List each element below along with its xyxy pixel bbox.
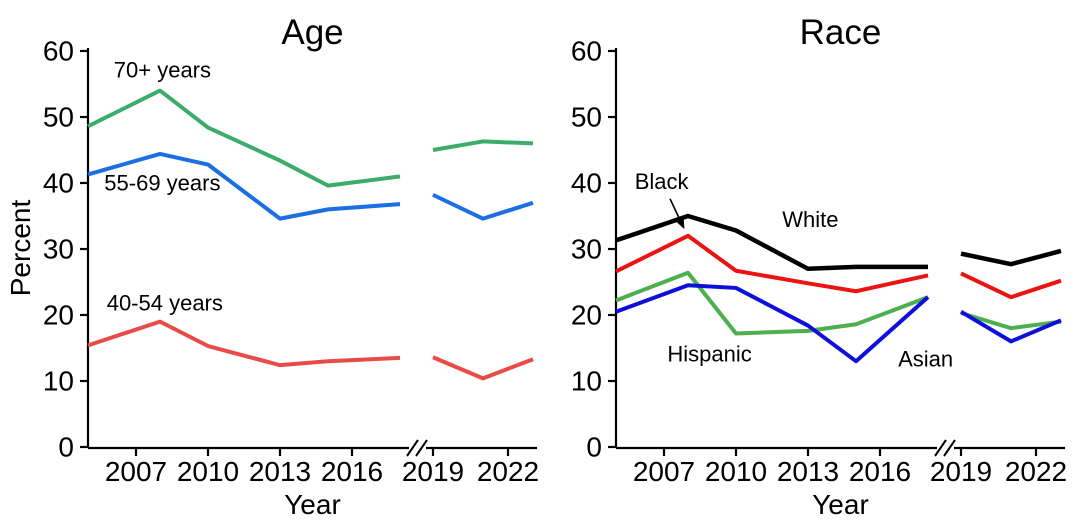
race-line-asian-post-break	[959, 309, 1062, 344]
age-panel-title: Age	[281, 13, 343, 52]
age-x-tick-label-2019: 2019	[402, 456, 464, 487]
race-y-tick-label-50: 50	[571, 102, 602, 133]
age-y-tick-label-0: 0	[58, 432, 74, 463]
race-x-axis-label: Year	[812, 489, 869, 520]
race-line-white-post-break	[960, 248, 1062, 267]
race-y-tick-label-20: 20	[571, 300, 602, 331]
age-panel: 0 10 20 30 40 50 60 2007 2010 2013 2016 2019 2022 70+…	[5, 13, 539, 520]
age-axis-break-icon	[415, 439, 428, 457]
race-annotation-arrow-line	[669, 198, 683, 224]
race-x-tick-label-2016: 2016	[849, 456, 911, 487]
age-y-tick-label-20: 20	[43, 300, 74, 331]
race-y-tick-label-0: 0	[586, 432, 602, 463]
race-y-tick-label-10: 10	[571, 366, 602, 397]
race-x-tick-label-2010: 2010	[705, 456, 767, 487]
race-axis-break-icon	[934, 439, 947, 457]
race-y-tick-label-60: 60	[571, 36, 602, 67]
age-x-tick-label-2010: 2010	[177, 456, 239, 487]
age-y-tick-label-30: 30	[43, 234, 74, 265]
race-annotation-arrowhead-icon	[676, 218, 685, 230]
age-annotation-55-69-years: 55-69 years	[104, 171, 220, 196]
race-x-tick-label-2007: 2007	[633, 456, 695, 487]
race-x-tick-label-2013: 2013	[777, 456, 839, 487]
age-line-40-54-years-post-break	[432, 355, 534, 381]
age-y-axis-label: Percent	[5, 200, 36, 297]
age-line-55-69-years	[87, 151, 401, 221]
race-annotation-hispanic: Hispanic	[667, 341, 751, 366]
age-axis-break-icon	[406, 439, 419, 457]
age-x-tick-label-2016: 2016	[321, 456, 383, 487]
age-x-axis-label: Year	[284, 489, 341, 520]
age-line-70-years	[87, 88, 401, 188]
age-y-tick-label-40: 40	[43, 168, 74, 199]
race-x-tick-label-2022: 2022	[1005, 456, 1067, 487]
age-line-40-54-years	[87, 319, 401, 368]
race-line-hispanic-post-break	[960, 311, 1062, 331]
age-y-tick-label-10: 10	[43, 366, 74, 397]
race-annotation-black: Black	[635, 169, 690, 194]
age-line-70-years-post-break	[432, 139, 534, 152]
age-line-55-69-years-post-break	[432, 193, 534, 221]
race-x-tick-label-2019: 2019	[930, 456, 992, 487]
age-x-tick-label-2007: 2007	[105, 456, 167, 487]
race-line-black	[615, 233, 929, 294]
race-annotation-asian: Asian	[898, 347, 953, 372]
race-panel-title: Race	[800, 13, 882, 52]
race-line-hispanic	[615, 270, 929, 336]
race-y-tick-label-40: 40	[571, 168, 602, 199]
race-line-asian	[615, 283, 930, 364]
age-x-tick-label-2022: 2022	[477, 456, 539, 487]
age-annotation-40-54-years: 40-54 years	[107, 291, 223, 316]
age-annotation-70-years: 70+ years	[114, 58, 211, 83]
age-x-tick-label-2013: 2013	[249, 456, 311, 487]
race-panel: 0 10 20 30 40 50 60 2007 2010 2013 2016 2019 2022 Bla…	[571, 13, 1067, 520]
race-line-black-post-break	[960, 271, 1062, 300]
race-y-tick-label-30: 30	[571, 234, 602, 265]
race-line-white	[615, 213, 928, 272]
age-y-tick-label-60: 60	[43, 36, 74, 67]
race-axis-break-icon	[943, 439, 956, 457]
age-y-tick-label-50: 50	[43, 102, 74, 133]
race-annotation-white: White	[782, 207, 838, 232]
